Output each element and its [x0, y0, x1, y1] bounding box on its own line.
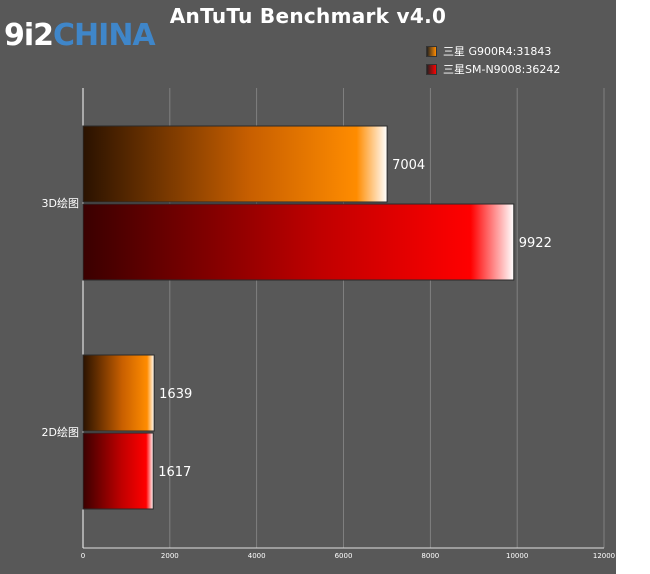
chart-title: AnTuTu Benchmark v4.0: [169, 4, 447, 28]
legend-item-series-1: 三星 G900R4:31843: [426, 42, 560, 60]
x-tick-label: 12000: [593, 552, 615, 560]
bar-series-1: [82, 354, 155, 432]
page-margin: [616, 0, 650, 574]
x-tick-label: 8000: [421, 552, 439, 560]
x-tick-label: 0: [81, 552, 85, 560]
chart-legend: 三星 G900R4:31843 三星SM-N9008:36242: [426, 42, 560, 78]
bar-series-2: [82, 432, 154, 510]
legend-swatch-series-1: [426, 45, 437, 57]
data-label: 1617: [158, 465, 191, 480]
legend-label-series-1: 三星 G900R4:31843: [443, 45, 552, 58]
watermark-part1: 9i2: [4, 18, 54, 53]
x-tick-label: 6000: [335, 552, 353, 560]
category-label: 3D绘图: [42, 196, 79, 210]
bar-series-1: [82, 125, 388, 203]
data-label: 7004: [392, 158, 425, 173]
category-label: 2D绘图: [42, 425, 79, 439]
legend-label-series-2: 三星SM-N9008:36242: [443, 63, 561, 76]
x-tick-label: 4000: [248, 552, 266, 560]
bar-chart: 0 2000 4000 6000 8000 10000 12000 7004 9922 3D绘图 1…: [42, 88, 615, 560]
data-label: 9922: [519, 236, 552, 251]
bar-series-2: [82, 203, 515, 281]
x-tick-label: 10000: [506, 552, 528, 560]
legend-item-series-2: 三星SM-N9008:36242: [426, 60, 560, 78]
data-label: 1639: [159, 387, 192, 402]
legend-swatch-series-2: [426, 63, 437, 75]
watermark-part2: CHINA: [53, 18, 156, 53]
watermark-logo: 9i2CHINA: [4, 18, 156, 53]
x-tick-label: 2000: [161, 552, 179, 560]
